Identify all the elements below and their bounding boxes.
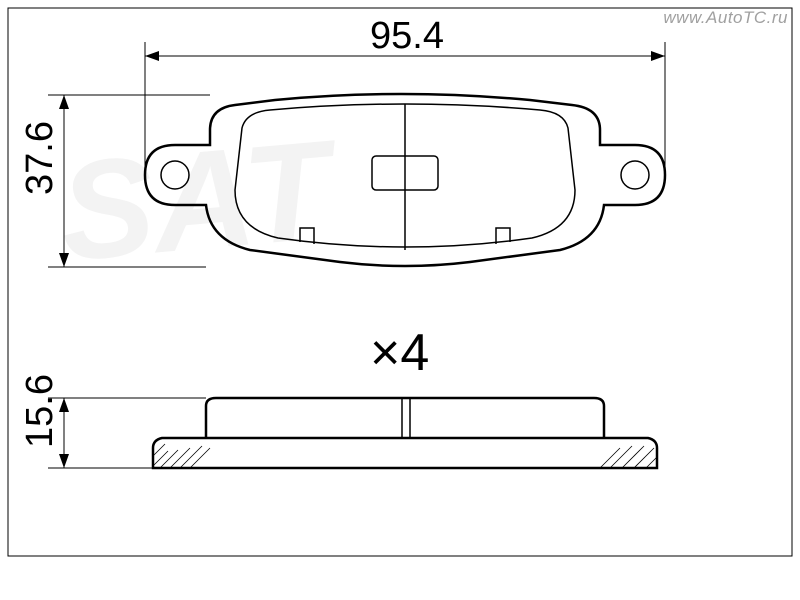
dimension-height: 37.6 [19, 95, 210, 267]
top-view [145, 94, 665, 266]
technical-drawing-svg: 95.4 37.6 ×4 [0, 0, 800, 600]
side-view [153, 398, 657, 468]
drawing-border [8, 8, 792, 556]
quantity-label: ×4 [370, 324, 429, 382]
dim-width-value: 95.4 [370, 15, 444, 57]
dim-thickness-value: 15.6 [19, 374, 61, 448]
drawing-container: 95.4 37.6 ×4 [0, 0, 800, 600]
hatch-left [153, 444, 210, 468]
dimension-thickness: 15.6 [19, 374, 206, 468]
hatch-right [600, 446, 657, 468]
dim-height-value: 37.6 [19, 121, 61, 195]
